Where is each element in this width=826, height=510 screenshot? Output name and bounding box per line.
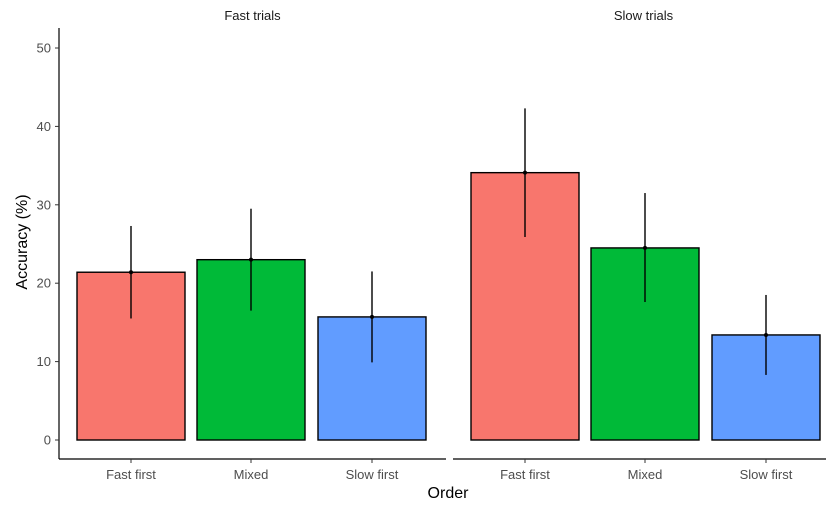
y-tick-label: 40 — [37, 119, 51, 134]
y-tick-label: 20 — [37, 276, 51, 291]
x-tick-label: Fast first — [106, 467, 156, 482]
facet-title: Fast trials — [224, 8, 281, 23]
mean-point — [249, 257, 253, 262]
y-tick-label: 30 — [37, 197, 51, 212]
x-axis-title: Order — [428, 485, 470, 502]
y-tick-label: 10 — [37, 354, 51, 369]
mean-point — [523, 170, 527, 175]
x-tick-label: Mixed — [234, 467, 269, 482]
mean-point — [370, 314, 374, 319]
x-tick-label: Fast first — [500, 467, 550, 482]
x-tick-label: Slow first — [740, 467, 793, 482]
y-tick-label: 0 — [44, 433, 51, 448]
x-tick-label: Slow first — [346, 467, 399, 482]
y-axis-title: Accuracy (%) — [14, 194, 31, 289]
facet-title: Slow trials — [614, 8, 674, 23]
mean-point — [764, 332, 768, 337]
y-tick-label: 50 — [37, 41, 51, 56]
mean-point — [129, 270, 133, 275]
mean-point — [643, 245, 647, 250]
x-tick-label: Mixed — [628, 467, 663, 482]
